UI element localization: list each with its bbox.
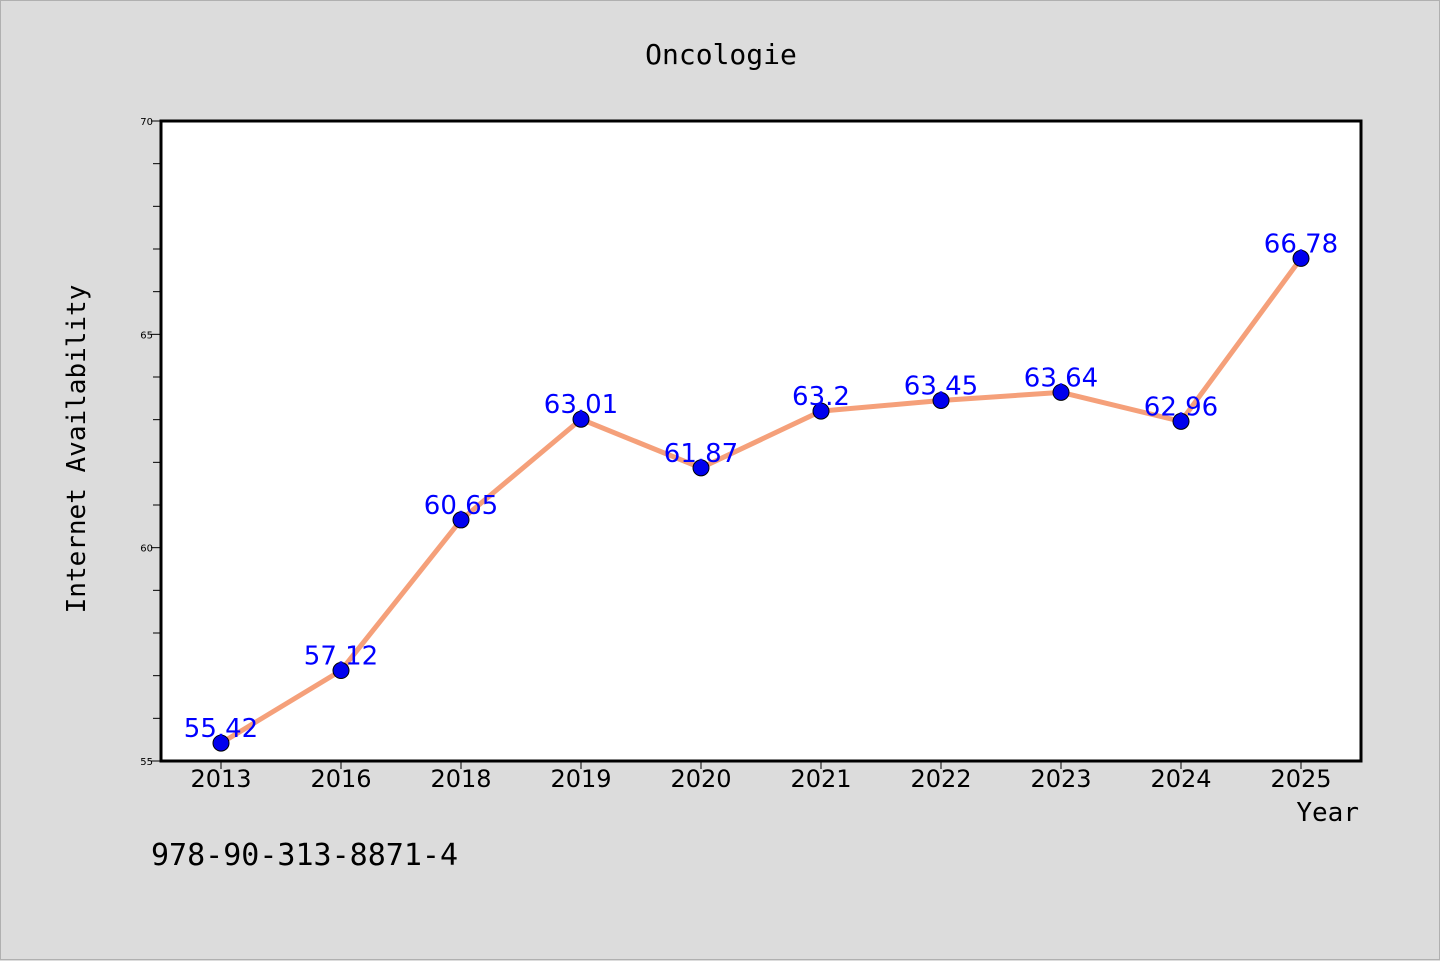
x-tick-label: 2013 bbox=[190, 765, 251, 793]
x-tick-label: 2021 bbox=[790, 765, 851, 793]
x-tick-label: 2025 bbox=[1270, 765, 1331, 793]
data-point bbox=[332, 662, 350, 680]
y-tick-label: 65 bbox=[140, 330, 153, 341]
data-label: 63.64 bbox=[1024, 363, 1098, 393]
data-label: 57.12 bbox=[304, 642, 378, 672]
y-axis: 55 60 65 70 bbox=[140, 117, 161, 768]
data-label: 63.01 bbox=[544, 390, 618, 420]
data-point bbox=[212, 734, 230, 752]
isbn-footer: 978-90-313-8871-4 bbox=[151, 838, 458, 873]
series-markers bbox=[212, 249, 1310, 752]
x-tick-label: 2018 bbox=[430, 765, 491, 793]
x-tick-label: 2023 bbox=[1030, 765, 1091, 793]
x-tick-label: 2016 bbox=[310, 765, 371, 793]
y-axis-title: Internet Availability bbox=[62, 285, 92, 614]
x-axis: 2013 2016 2018 2019 2020 2021 2022 2023 2024 2025 bbox=[190, 761, 1332, 793]
y-tick-label: 60 bbox=[140, 544, 153, 555]
data-label: 63.45 bbox=[904, 371, 978, 401]
data-point bbox=[932, 391, 950, 409]
x-tick-label: 2019 bbox=[550, 765, 611, 793]
data-label: 61.87 bbox=[664, 439, 738, 469]
x-tick-label: 2022 bbox=[910, 765, 971, 793]
data-label: 62.96 bbox=[1144, 392, 1218, 422]
data-label: 66.78 bbox=[1264, 229, 1338, 259]
data-point bbox=[812, 402, 830, 420]
y-tick-label: 55 bbox=[140, 757, 153, 768]
data-label: 60.65 bbox=[424, 491, 498, 521]
data-point bbox=[1292, 249, 1310, 267]
series-line bbox=[219, 256, 1304, 746]
data-point bbox=[572, 410, 590, 428]
data-point bbox=[1172, 412, 1190, 430]
chart-title: Oncologie bbox=[645, 38, 797, 71]
data-label: 55.42 bbox=[184, 714, 258, 744]
x-tick-label: 2024 bbox=[1150, 765, 1211, 793]
data-point bbox=[692, 459, 710, 477]
data-labels: 55.42 57.12 60.65 63.01 61.87 63.2 63.45 63.64 6… bbox=[184, 229, 1338, 744]
x-axis-title: Year bbox=[1296, 798, 1359, 828]
data-point bbox=[452, 511, 470, 529]
y-tick-label: 70 bbox=[140, 117, 153, 128]
data-label: 63.2 bbox=[792, 382, 850, 412]
x-tick-label: 2020 bbox=[670, 765, 731, 793]
data-point bbox=[1052, 383, 1070, 401]
